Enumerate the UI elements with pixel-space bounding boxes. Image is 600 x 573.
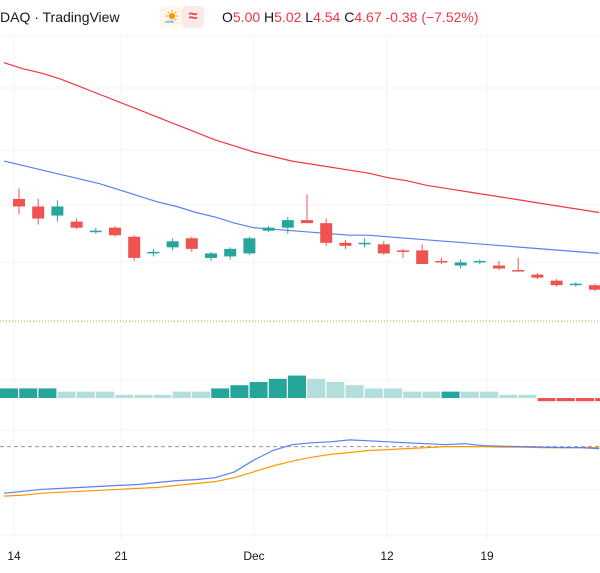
candle-body — [531, 274, 544, 278]
histogram-bar — [19, 388, 38, 398]
histogram-bar — [345, 385, 364, 398]
candle-body — [377, 244, 390, 254]
change-value: -0.38 — [385, 9, 418, 25]
symbol-title[interactable]: DAQ · TradingView — [0, 9, 120, 25]
candle-body — [262, 227, 275, 231]
candle-body — [589, 285, 600, 290]
histogram-bar — [422, 391, 441, 398]
x-tick-label: 19 — [480, 549, 494, 563]
moving-average-fast-line — [3, 160, 600, 254]
candle-body — [109, 227, 121, 236]
histogram-bar — [96, 391, 114, 398]
close-label: C — [344, 9, 355, 25]
candle-body — [89, 230, 102, 233]
histogram-bar — [230, 385, 249, 398]
x-tick-label: Dec — [243, 549, 265, 563]
candle-body — [569, 283, 582, 286]
histogram-bar — [0, 388, 18, 398]
histogram-bar — [38, 388, 57, 398]
candle-body — [224, 248, 237, 257]
low-value: 4.54 — [313, 9, 341, 25]
candle-body — [128, 236, 141, 258]
candle-body — [339, 242, 352, 246]
histogram-bar — [307, 378, 326, 398]
histogram-bar — [153, 394, 172, 398]
candle-body — [166, 241, 179, 248]
candle-body — [185, 238, 198, 249]
histogram-bar — [268, 378, 287, 398]
histogram-bar — [288, 375, 306, 398]
histogram-bar — [249, 382, 268, 398]
candle-body — [70, 221, 83, 228]
histogram-bar — [460, 391, 479, 398]
open-label: O — [222, 9, 233, 25]
change-percent: (−7.52%) — [421, 9, 479, 25]
ohlc-readout: O5.00 H5.02 L4.54 C4.67 -0.38 (−7.52%) — [222, 9, 479, 25]
candle-body — [473, 260, 486, 263]
candle-body — [493, 265, 505, 269]
candle-body — [147, 251, 160, 254]
candle-body — [416, 250, 429, 264]
high-value: 5.02 — [274, 9, 302, 25]
moving-average-slow-line — [3, 62, 600, 214]
open-value: 5.00 — [232, 9, 261, 25]
histogram-bar — [576, 398, 594, 402]
x-tick-label: 21 — [114, 549, 128, 563]
histogram-bar — [211, 388, 230, 398]
low-label: L — [305, 9, 314, 25]
candle-body — [512, 270, 525, 272]
candle-body — [32, 206, 45, 219]
histogram-bar — [192, 391, 210, 398]
candle-body — [51, 206, 64, 216]
candle-body — [301, 220, 313, 224]
oscillator-fast-line — [3, 439, 600, 494]
oscillator-slow-line — [3, 446, 600, 497]
histogram-bar — [499, 394, 518, 398]
close-value: 4.67 — [354, 9, 382, 25]
candle-body — [243, 238, 256, 254]
histogram-bar — [57, 391, 76, 398]
histogram-bar — [480, 391, 498, 398]
histogram-bar — [556, 398, 575, 402]
wave-icon[interactable]: ≈ — [182, 6, 204, 28]
candle-body — [13, 198, 25, 207]
x-tick-label: 12 — [380, 549, 394, 563]
histogram-bar — [403, 391, 422, 398]
histogram-bar — [537, 398, 556, 402]
histogram-bar — [172, 391, 191, 398]
histogram-bar — [595, 398, 600, 402]
candle-body — [205, 253, 217, 258]
candle-body — [358, 242, 371, 245]
candle-body — [454, 262, 467, 266]
histogram-bar — [518, 394, 537, 398]
weather-sun-icon[interactable] — [160, 6, 182, 28]
chart-header: DAQ · TradingView ≈ O5.00 H5.02 L4.54 C4… — [0, 0, 600, 36]
high-label: H — [264, 9, 275, 25]
histogram-bar — [384, 388, 402, 398]
histogram-bar — [115, 394, 134, 398]
candle-body — [320, 223, 333, 243]
candle-body — [435, 260, 448, 263]
x-tick-label: 14 — [7, 549, 21, 563]
histogram-bar — [441, 391, 460, 398]
histogram-bar — [364, 388, 383, 398]
histogram-bar — [76, 391, 95, 398]
candle-body — [550, 280, 563, 286]
candle-body — [397, 250, 409, 252]
candle-body — [281, 220, 294, 228]
histogram-bar — [326, 382, 345, 398]
histogram-bar — [134, 394, 153, 398]
